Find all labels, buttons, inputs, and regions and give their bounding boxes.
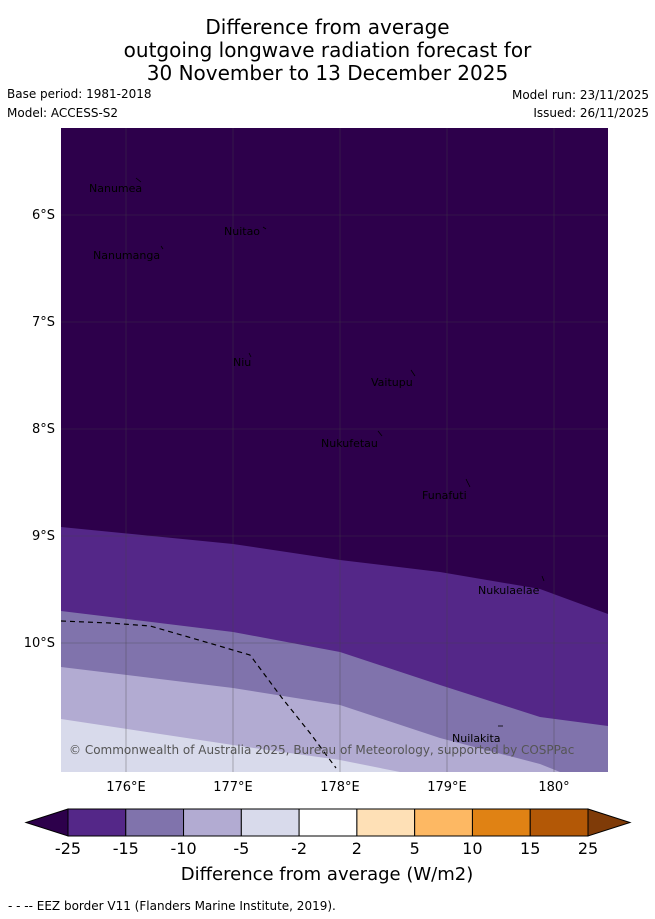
colorbar-bin	[529, 808, 589, 837]
colorbar-tick-label: -2	[291, 839, 307, 858]
lon-tick-label: 176°E	[106, 780, 146, 795]
colorbar-tick-label: 15	[520, 839, 540, 858]
lat-tick-label: 6°S	[32, 208, 55, 223]
title-line-3: 30 November to 13 December 2025	[146, 61, 509, 85]
colorbar-bin	[67, 808, 127, 837]
model-name: Model: ACCESS-S2	[7, 106, 119, 120]
colorbar-tick-label: -5	[233, 839, 249, 858]
map-panel: Nanumea Nuitao Nanumanga Niu Vaitupu Nuk…	[61, 128, 608, 772]
place-label: Nanumanga	[93, 249, 160, 262]
eez-legend: - - -- EEZ border V11 (Flanders Marine I…	[8, 899, 336, 913]
lat-tick-label: 9°S	[32, 529, 55, 544]
colorbar-tick-label: -25	[55, 839, 81, 858]
lat-tick-label: 8°S	[32, 422, 55, 437]
place-labels: Nanumea Nuitao Nanumanga Niu Vaitupu Nuk…	[89, 182, 540, 745]
colorbar-extend-low	[24, 808, 69, 837]
colorbar-extend-high	[587, 808, 632, 837]
colorbar-bin	[298, 808, 358, 837]
lon-tick-label: 180°	[538, 780, 569, 795]
base-period: Base period: 1981-2018	[7, 87, 152, 101]
chart-title: Difference from average outgoing longwav…	[0, 16, 655, 85]
colorbar-tick-label: 2	[352, 839, 362, 858]
colorbar-bin	[240, 808, 300, 837]
issued-date: Issued: 26/11/2025	[533, 106, 649, 120]
lat-tick-label: 7°S	[32, 315, 55, 330]
colorbar-bin	[414, 808, 473, 837]
colorbar-tick-label: -15	[113, 839, 139, 858]
island-outlines	[135, 177, 545, 727]
eez-border	[61, 620, 337, 769]
copyright-notice: © Commonwealth of Australia 2025, Bureau…	[69, 743, 574, 757]
place-label: Vaitupu	[371, 376, 413, 389]
colorbar-tick-label: 5	[410, 839, 420, 858]
colorbar-tick-label: 25	[578, 839, 598, 858]
model-run: Model run: 23/11/2025	[511, 88, 649, 102]
title-line-1: Difference from average	[205, 15, 450, 39]
colorbar-tick-label: 10	[462, 839, 482, 858]
map-figure: Nanumea Nuitao Nanumanga Niu Vaitupu Nuk…	[24, 128, 632, 885]
place-label: Niu	[233, 356, 251, 369]
band-neg5-neg2	[61, 719, 400, 772]
colorbar-bin	[471, 808, 531, 837]
place-label: Nanumea	[89, 182, 142, 195]
colorbar-tick-label: -10	[170, 839, 196, 858]
title-line-2: outgoing longwave radiation forecast for	[123, 38, 532, 62]
place-label: Nuilakita	[452, 732, 501, 745]
lat-tick-label: 10°S	[24, 636, 55, 651]
place-label: Funafuti	[422, 489, 467, 502]
colorbar-label: Difference from average (W/m2)	[181, 864, 473, 885]
lon-tick-label: 179°E	[427, 780, 467, 795]
lon-tick-label: 177°E	[213, 780, 253, 795]
latitude-axis: 6°S 7°S 8°S 9°S 10°S	[24, 208, 55, 651]
colorbar-bin	[356, 808, 416, 837]
place-label: Nuitao	[224, 225, 260, 238]
colorbar-bin	[183, 808, 242, 837]
place-label: Nukulaelae	[478, 584, 540, 597]
longitude-axis: 176°E 177°E 178°E 179°E 180°	[106, 780, 569, 795]
graticule	[61, 128, 608, 772]
place-label: Nukufetau	[321, 437, 378, 450]
lon-tick-label: 178°E	[320, 780, 360, 795]
colorbar: -25 -15 -10 -5 -2 2 5 10 15 25	[24, 808, 632, 858]
colorbar-bin	[125, 808, 185, 837]
